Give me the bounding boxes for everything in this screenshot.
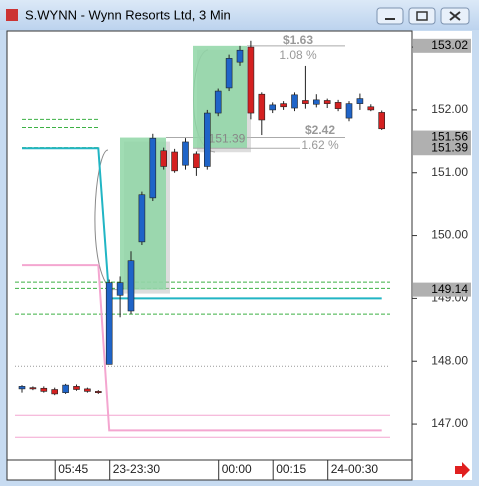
window-buttons — [376, 7, 470, 25]
candle-body — [84, 388, 91, 392]
price-tag-label: 151.39 — [431, 140, 468, 154]
price-tag-label: 149.14 — [431, 282, 468, 296]
candle-body — [160, 150, 167, 167]
x-axis-bar — [6, 459, 413, 481]
candle-body — [51, 389, 59, 395]
candle-body — [62, 384, 69, 393]
candle-body — [291, 94, 298, 109]
scroll-arrow[interactable] — [455, 462, 470, 478]
x-tick-label: 00:15 — [276, 462, 306, 476]
x-tick-label: 24-00:30 — [331, 462, 379, 476]
candle-body — [269, 104, 277, 111]
price-tag-label: 151.56 — [431, 130, 468, 144]
candle-body — [280, 103, 287, 108]
candle-body — [73, 386, 80, 390]
candle-body — [105, 282, 113, 365]
maximize-button[interactable] — [408, 7, 436, 25]
candle-body — [40, 387, 48, 392]
candle-body — [302, 100, 309, 104]
indicator-line — [22, 264, 382, 432]
candle-body — [312, 99, 320, 105]
candle-body — [378, 112, 386, 130]
candle-body — [29, 387, 37, 390]
candle-body — [334, 102, 342, 109]
candle-body — [356, 98, 364, 104]
candle-body — [345, 103, 353, 119]
candle-body — [247, 46, 255, 114]
y-tick-label: 147.00 — [431, 416, 468, 430]
x-tick-label: 23-23:30 — [113, 462, 161, 476]
candle-body — [258, 93, 266, 121]
price-tag — [413, 38, 471, 53]
price-tag — [413, 141, 471, 156]
candle-body — [171, 151, 178, 172]
candle-body — [149, 137, 157, 199]
candle-body — [18, 386, 26, 390]
candle-body — [193, 153, 200, 169]
x-tick-label: 05:45 — [58, 462, 88, 476]
candle-body — [182, 141, 189, 166]
close-icon — [449, 11, 461, 21]
candle-body — [323, 100, 331, 104]
candle-body — [225, 58, 233, 89]
y-tick-label: 148.00 — [431, 353, 468, 367]
y-tick-label: 152.00 — [431, 102, 468, 116]
minimize-button[interactable] — [376, 7, 404, 25]
measure-arc — [94, 149, 113, 291]
candle-body — [127, 260, 135, 312]
measure-change: $1.63 — [283, 33, 313, 47]
candle-body — [95, 391, 102, 393]
candle-body — [236, 49, 244, 63]
plot: 153.00152.00151.00150.00149.00148.00147.… — [15, 33, 471, 480]
y-tick-label: 150.00 — [431, 228, 468, 242]
app-icon — [6, 9, 18, 21]
y-tick-label: 151.00 — [431, 165, 468, 179]
x-tick-label: 00:00 — [222, 462, 252, 476]
measure-low-label: 151.39 — [209, 131, 246, 145]
candle-body — [367, 106, 375, 111]
price-tag — [413, 282, 471, 297]
candle-body — [116, 282, 124, 296]
candle-body — [138, 194, 146, 243]
window-title: S.WYNN - Wynn Resorts Ltd, 3 Min — [25, 7, 231, 22]
measure-change: $2.42 — [305, 123, 335, 137]
measure-percent: 1.62 % — [301, 138, 339, 152]
candle-body — [214, 90, 222, 114]
maximize-icon — [416, 11, 428, 21]
candle-body — [204, 112, 211, 167]
measure-percent: 1.08 % — [279, 48, 317, 62]
price-tag — [413, 130, 471, 145]
price-tag-label: 153.02 — [431, 38, 468, 52]
indicator-line — [22, 147, 382, 300]
